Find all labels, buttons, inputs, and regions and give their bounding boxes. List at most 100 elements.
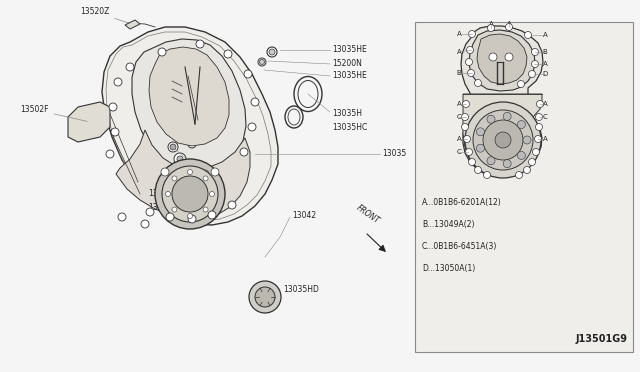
Circle shape (461, 113, 468, 121)
Circle shape (474, 80, 481, 87)
Text: C...0B1B6-6451A(3): C...0B1B6-6451A(3) (422, 241, 497, 250)
Text: A...0B1B6-6201A(12): A...0B1B6-6201A(12) (422, 198, 502, 206)
Circle shape (515, 171, 522, 179)
Circle shape (188, 214, 193, 218)
Circle shape (228, 201, 236, 209)
Circle shape (174, 153, 186, 165)
Circle shape (529, 71, 536, 77)
Circle shape (474, 167, 481, 173)
Circle shape (249, 281, 281, 313)
Circle shape (126, 63, 134, 71)
Circle shape (172, 207, 177, 212)
Circle shape (461, 124, 468, 131)
Circle shape (487, 157, 495, 165)
Circle shape (503, 112, 511, 121)
Circle shape (468, 31, 476, 38)
Text: 13520Z: 13520Z (80, 7, 134, 25)
Circle shape (524, 167, 531, 173)
Circle shape (531, 48, 538, 55)
Text: A: A (543, 32, 547, 38)
Circle shape (188, 140, 196, 148)
Polygon shape (463, 94, 542, 175)
Circle shape (158, 48, 166, 56)
Circle shape (168, 142, 178, 152)
Text: 13035HC: 13035HC (332, 124, 367, 132)
Text: A: A (543, 101, 547, 107)
Circle shape (106, 150, 114, 158)
Circle shape (483, 171, 490, 179)
Circle shape (487, 115, 495, 123)
Circle shape (517, 151, 525, 160)
Text: B: B (456, 70, 461, 76)
Circle shape (489, 53, 497, 61)
Circle shape (259, 60, 264, 64)
Circle shape (171, 173, 179, 181)
Circle shape (111, 128, 119, 136)
Polygon shape (461, 26, 543, 176)
Circle shape (473, 110, 533, 170)
Circle shape (170, 144, 176, 150)
Text: 15200N: 15200N (332, 60, 362, 68)
Text: B: B (543, 49, 547, 55)
Circle shape (465, 148, 472, 155)
Circle shape (244, 70, 252, 78)
Text: A: A (456, 31, 461, 37)
Circle shape (172, 176, 208, 212)
Circle shape (166, 192, 170, 196)
Circle shape (523, 136, 531, 144)
Circle shape (188, 215, 196, 223)
Text: 13035: 13035 (382, 150, 406, 158)
Circle shape (109, 103, 117, 111)
Circle shape (255, 287, 275, 307)
Circle shape (463, 135, 470, 142)
Circle shape (518, 80, 525, 87)
Circle shape (532, 148, 540, 155)
Text: 13035HA: 13035HA (148, 189, 183, 199)
Polygon shape (132, 39, 246, 172)
Text: 13035HD: 13035HD (283, 285, 319, 294)
Circle shape (240, 148, 248, 156)
Circle shape (155, 159, 225, 229)
Circle shape (267, 47, 277, 57)
Circle shape (476, 128, 484, 136)
Circle shape (467, 70, 474, 77)
Text: D: D (542, 71, 548, 77)
Text: 13042: 13042 (292, 212, 316, 221)
Circle shape (166, 213, 174, 221)
Circle shape (465, 58, 472, 65)
Text: A: A (456, 136, 461, 142)
Circle shape (162, 166, 218, 222)
Polygon shape (116, 130, 250, 218)
Circle shape (529, 158, 536, 166)
Polygon shape (102, 27, 278, 225)
Text: D...13050A(1): D...13050A(1) (422, 263, 476, 273)
Ellipse shape (74, 112, 104, 132)
Polygon shape (125, 20, 140, 29)
Circle shape (172, 176, 177, 181)
Text: A: A (507, 21, 511, 27)
Text: 13035H: 13035H (332, 109, 362, 119)
Text: A: A (488, 21, 493, 27)
Circle shape (196, 40, 204, 48)
Text: A: A (543, 61, 547, 67)
Circle shape (161, 168, 169, 176)
Circle shape (525, 32, 531, 38)
Circle shape (534, 135, 541, 142)
Polygon shape (68, 102, 110, 142)
Text: A: A (456, 101, 461, 107)
Circle shape (536, 124, 543, 131)
Circle shape (114, 78, 122, 86)
Circle shape (465, 102, 541, 178)
Circle shape (146, 208, 154, 216)
Circle shape (141, 220, 149, 228)
Bar (415, 22, 633, 352)
Circle shape (208, 211, 216, 219)
Circle shape (505, 53, 513, 61)
Circle shape (467, 46, 474, 54)
Circle shape (201, 170, 209, 178)
Circle shape (118, 213, 126, 221)
Circle shape (258, 58, 266, 66)
Circle shape (468, 158, 476, 166)
Polygon shape (469, 30, 535, 91)
Circle shape (517, 121, 525, 129)
